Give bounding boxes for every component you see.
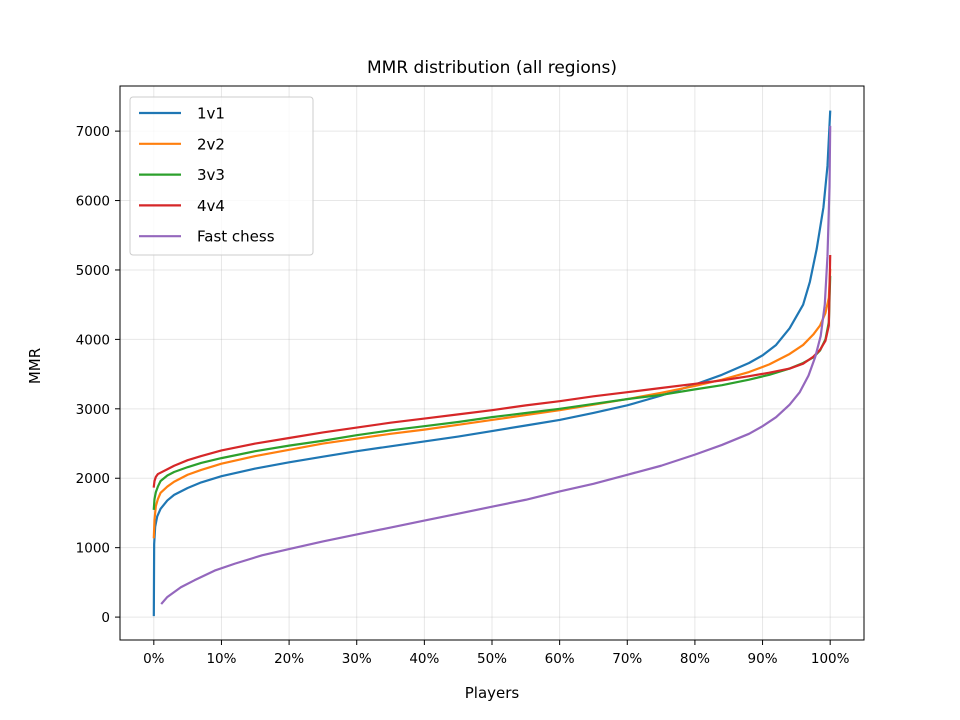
x-tick-label: 50% bbox=[477, 651, 507, 667]
y-tick-label: 0 bbox=[101, 610, 110, 626]
series-line-0 bbox=[152, 110, 832, 617]
x-tick-label: 60% bbox=[545, 651, 575, 667]
y-tick-label: 4000 bbox=[76, 332, 110, 348]
y-tick-label: 1000 bbox=[76, 541, 110, 557]
x-tick-label: 90% bbox=[748, 651, 778, 667]
y-tick-label: 2000 bbox=[76, 471, 110, 487]
legend: 1v1 2v2 3v3 4v4 Fast chess bbox=[129, 96, 314, 256]
x-tick-label: 0% bbox=[143, 651, 165, 667]
x-axis: 0% 10% 20% 30% 40% 50% 60% 70% 80% 90% 100% bbox=[143, 640, 850, 667]
legend-label: 4v4 bbox=[197, 197, 225, 215]
chart-title: MMR distribution (all regions) bbox=[367, 58, 617, 78]
x-tick-label: 40% bbox=[409, 651, 439, 667]
x-tick-label: 30% bbox=[342, 651, 372, 667]
y-axis-title: MMR bbox=[26, 348, 44, 384]
series-lines bbox=[152, 110, 832, 617]
series-line-3 bbox=[152, 254, 832, 488]
legend-label: 2v2 bbox=[197, 135, 225, 153]
x-tick-label: 100% bbox=[811, 651, 850, 667]
series-line-1 bbox=[152, 268, 832, 539]
legend-label: 3v3 bbox=[197, 166, 225, 184]
x-tick-label: 80% bbox=[680, 651, 710, 667]
y-tick-label: 3000 bbox=[76, 402, 110, 418]
x-tick-label: 70% bbox=[612, 651, 642, 667]
y-tick-label: 6000 bbox=[76, 194, 110, 210]
legend-label: Fast chess bbox=[197, 228, 275, 246]
x-axis-title: Players bbox=[465, 684, 520, 702]
x-tick-label: 20% bbox=[274, 651, 304, 667]
y-tick-label: 7000 bbox=[76, 124, 110, 140]
legend-box bbox=[129, 96, 314, 256]
y-tick-label: 5000 bbox=[76, 263, 110, 279]
y-axis: 0 1000 2000 3000 4000 5000 6000 7000 bbox=[76, 124, 120, 626]
x-tick-label: 10% bbox=[206, 651, 236, 667]
legend-label: 1v1 bbox=[197, 105, 225, 123]
series-line-4 bbox=[160, 125, 832, 605]
